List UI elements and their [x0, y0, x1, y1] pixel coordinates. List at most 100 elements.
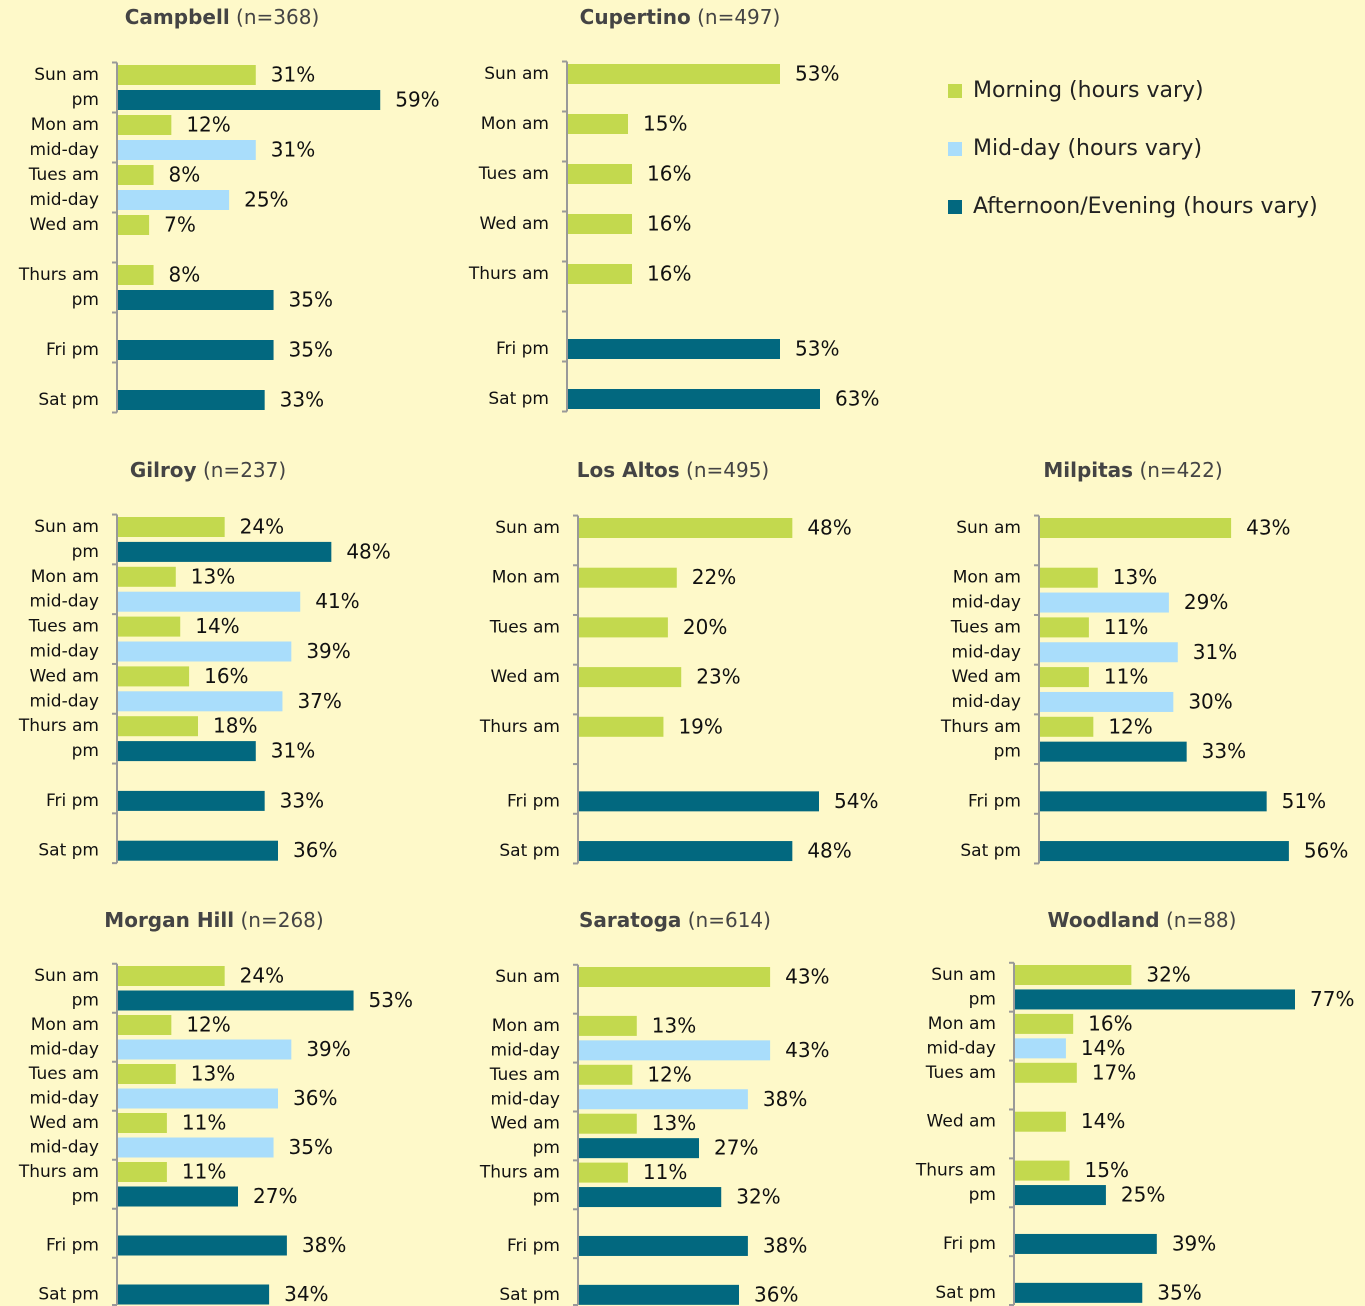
bar: [118, 1284, 270, 1305]
category-label: Thurs am: [940, 717, 1021, 737]
category-label: pm: [533, 1187, 560, 1207]
bar: [118, 591, 301, 612]
value-label: 53%: [369, 988, 413, 1012]
category-label: Sun am: [34, 966, 99, 986]
value-label: 15%: [1085, 1158, 1129, 1182]
category-label: Sun am: [495, 518, 560, 538]
category-label: Tues am: [489, 617, 560, 637]
value-label: 48%: [346, 539, 390, 563]
category-label: Thurs am: [18, 265, 99, 285]
value-label: 14%: [195, 614, 239, 638]
value-label: 32%: [736, 1185, 780, 1209]
title: Cupertino: [580, 5, 691, 29]
category-label: pm: [72, 741, 99, 761]
category-label: Tues am: [489, 1065, 560, 1085]
value-label: 53%: [795, 337, 839, 361]
bar: [118, 641, 292, 662]
chart-title: Morgan Hill (n=268): [104, 908, 323, 932]
bar: [1015, 1111, 1066, 1132]
bar: [1040, 691, 1174, 712]
category-label: Wed am: [927, 1112, 996, 1132]
value-label: 39%: [1172, 1231, 1216, 1255]
bar: [579, 1162, 628, 1183]
sample-size: (n=237): [203, 458, 286, 482]
category-label: Tues am: [28, 165, 99, 185]
category-label: Sun am: [484, 64, 549, 84]
value-label: 11%: [182, 1160, 226, 1184]
bar: [118, 990, 354, 1011]
bar: [118, 691, 283, 712]
title: Milpitas: [1043, 458, 1133, 482]
chart-title: Campbell (n=368): [125, 5, 320, 29]
category-label: Sat pm: [499, 841, 560, 861]
category-label: Thurs am: [479, 717, 560, 737]
category-label: Tues am: [28, 617, 99, 637]
bar: [118, 517, 225, 537]
bar: [1015, 1282, 1143, 1303]
bar: [568, 389, 820, 409]
category-label: Wed am: [30, 666, 99, 686]
chart: Gilroy (n=237) Sun am 24% pm 48% Mon am 13% mid…: [18, 458, 391, 865]
value-label: 8%: [169, 163, 201, 187]
bar: [118, 265, 154, 285]
bar: [1015, 989, 1295, 1010]
category-label: Fri pm: [507, 1236, 560, 1256]
value-label: 37%: [297, 689, 341, 713]
category-label: Fri pm: [46, 340, 99, 360]
bar: [118, 165, 154, 185]
value-label: 36%: [293, 838, 337, 862]
value-label: 12%: [647, 1062, 691, 1086]
bar: [1015, 1233, 1157, 1254]
category-label: mid-day: [30, 642, 99, 662]
bar: [118, 716, 198, 737]
chart: Morgan Hill (n=268) Sun am 24% pm 53% Mon am 1…: [18, 908, 413, 1306]
category-label: Wed am: [30, 215, 99, 235]
value-label: 13%: [191, 1062, 235, 1086]
bar: [568, 264, 632, 284]
value-label: 27%: [253, 1184, 297, 1208]
value-label: 53%: [795, 62, 839, 86]
category-label: pm: [994, 742, 1021, 762]
category-label: pm: [72, 542, 99, 562]
bar: [118, 1113, 167, 1133]
category-label: Fri pm: [968, 791, 1021, 811]
value-label: 41%: [315, 589, 359, 613]
category-label: mid-day: [30, 140, 99, 160]
value-label: 19%: [678, 714, 722, 738]
category-label: Tues am: [478, 164, 549, 184]
category-label: Thurs am: [479, 1163, 560, 1183]
value-label: 17%: [1092, 1060, 1136, 1084]
sample-size: (n=495): [686, 458, 769, 482]
bar: [118, 840, 278, 861]
category-label: mid-day: [952, 593, 1021, 613]
value-label: 27%: [714, 1136, 758, 1160]
value-label: 24%: [240, 964, 284, 988]
category-label: Tues am: [28, 1064, 99, 1084]
bar: [1015, 1013, 1074, 1034]
bar: [579, 716, 664, 737]
category-label: mid-day: [927, 1038, 996, 1058]
legend-swatch: [948, 200, 962, 214]
value-label: 7%: [164, 213, 196, 237]
value-label: 63%: [835, 387, 879, 411]
sample-size: (n=88): [1166, 908, 1237, 932]
chart: Saratoga (n=614) Sun am 43% Mon am 13% mid-da…: [479, 908, 830, 1306]
value-label: 35%: [1157, 1280, 1201, 1304]
bar: [579, 967, 771, 987]
bar: [118, 616, 181, 637]
category-label: mid-day: [491, 1089, 560, 1109]
category-label: Fri pm: [46, 791, 99, 811]
category-label: pm: [533, 1138, 560, 1158]
category-label: Mon am: [481, 114, 549, 134]
value-label: 13%: [652, 1111, 696, 1135]
bar: [1040, 642, 1178, 663]
category-label: pm: [969, 1185, 996, 1205]
chart: Woodland (n=88) Sun am 32% pm 77% Mon am 16% mi…: [915, 908, 1354, 1306]
bar: [118, 1235, 287, 1256]
category-label: Sun am: [34, 517, 99, 537]
value-label: 11%: [643, 1160, 687, 1184]
value-label: 24%: [240, 515, 284, 539]
value-label: 31%: [1193, 640, 1237, 664]
chart-title: Gilroy (n=237): [130, 458, 286, 482]
category-label: Sat pm: [38, 390, 99, 410]
